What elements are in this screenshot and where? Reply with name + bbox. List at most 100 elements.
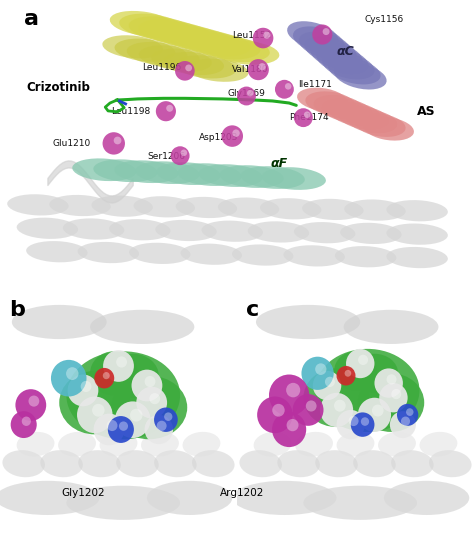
Circle shape [156,420,167,431]
Ellipse shape [386,200,448,221]
Point [232,129,240,137]
Circle shape [313,371,341,400]
Ellipse shape [157,25,222,49]
Ellipse shape [100,432,137,456]
Ellipse shape [66,485,180,520]
Text: Ser1206: Ser1206 [147,152,185,161]
Point [259,34,267,42]
Ellipse shape [201,221,263,242]
Ellipse shape [386,247,448,268]
Point [180,148,188,157]
Ellipse shape [181,244,242,265]
Ellipse shape [115,39,175,62]
Circle shape [390,411,416,438]
Ellipse shape [220,165,284,188]
Text: b: b [9,300,25,320]
Text: αC: αC [337,45,354,57]
Point [166,104,173,113]
Point [110,139,118,148]
Ellipse shape [17,217,78,239]
Ellipse shape [154,450,197,477]
Text: Arg1202: Arg1202 [219,488,264,498]
Circle shape [345,370,351,377]
Ellipse shape [310,42,363,69]
Circle shape [351,412,374,437]
Circle shape [269,374,309,416]
Ellipse shape [188,59,248,82]
Ellipse shape [315,349,419,432]
Ellipse shape [384,481,469,515]
Ellipse shape [164,52,224,75]
Text: AS: AS [417,105,436,118]
Ellipse shape [299,32,351,59]
Circle shape [272,412,306,447]
Ellipse shape [59,371,130,434]
Ellipse shape [91,195,153,217]
Ellipse shape [175,55,236,78]
Circle shape [15,389,46,421]
Ellipse shape [58,432,96,456]
Circle shape [149,393,160,404]
Ellipse shape [155,220,217,241]
Ellipse shape [419,432,457,456]
Ellipse shape [78,450,121,477]
Circle shape [103,350,134,382]
Text: Leu1152: Leu1152 [232,31,272,40]
Ellipse shape [364,117,414,141]
Ellipse shape [134,196,195,217]
Ellipse shape [378,432,416,456]
Point [281,85,288,93]
Point [255,66,262,74]
Ellipse shape [391,450,434,477]
Circle shape [115,401,151,438]
Ellipse shape [322,99,373,122]
Ellipse shape [328,57,381,84]
Point [246,89,254,97]
Ellipse shape [429,450,472,477]
Ellipse shape [256,305,360,339]
Ellipse shape [337,432,374,456]
Circle shape [67,374,99,407]
Ellipse shape [262,167,326,190]
Circle shape [145,415,173,444]
Ellipse shape [138,19,203,43]
Circle shape [325,377,335,387]
Ellipse shape [344,310,438,344]
Ellipse shape [136,161,200,184]
Circle shape [107,420,118,431]
Ellipse shape [316,47,369,74]
Circle shape [392,389,401,399]
Ellipse shape [12,305,107,339]
Ellipse shape [241,166,305,189]
Circle shape [401,417,410,426]
Circle shape [286,383,300,397]
Ellipse shape [40,450,83,477]
Circle shape [358,355,368,365]
Point [258,62,266,71]
Text: Val1180: Val1180 [232,65,269,74]
Circle shape [66,367,79,380]
Ellipse shape [239,450,282,477]
Circle shape [372,404,383,417]
Ellipse shape [305,37,356,64]
Ellipse shape [147,481,232,515]
Ellipse shape [344,199,406,221]
Ellipse shape [204,38,270,62]
Circle shape [130,409,143,422]
Ellipse shape [353,450,396,477]
Circle shape [306,401,317,411]
Text: Glu1210: Glu1210 [52,139,91,148]
Circle shape [92,404,105,417]
Circle shape [11,411,36,438]
Ellipse shape [147,21,213,46]
Point [263,31,271,39]
Circle shape [361,417,369,426]
Ellipse shape [305,91,356,115]
Circle shape [301,357,334,390]
Ellipse shape [141,432,179,456]
Point [228,132,236,140]
Circle shape [22,417,31,426]
Ellipse shape [248,221,309,243]
Ellipse shape [347,110,397,133]
Ellipse shape [182,432,220,456]
